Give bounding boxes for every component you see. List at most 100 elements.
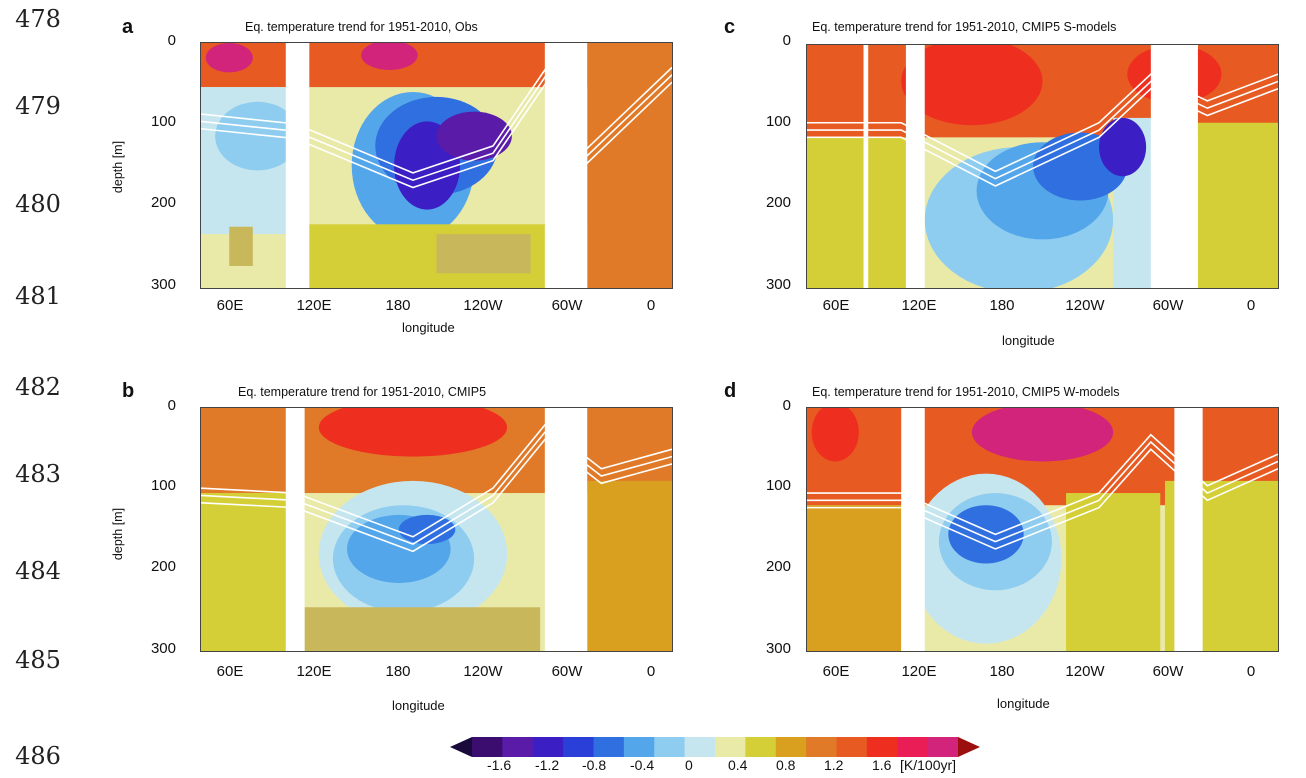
contour-region bbox=[285, 43, 310, 288]
colorbar-swatch bbox=[866, 737, 898, 757]
colorbar-swatch bbox=[563, 737, 594, 757]
x-tick: 120E bbox=[901, 663, 937, 680]
y-tick: 300 bbox=[765, 276, 791, 293]
isotherm-line bbox=[201, 438, 672, 553]
contour-region bbox=[436, 234, 531, 274]
contour-region bbox=[318, 408, 508, 457]
x-tick: 60E bbox=[822, 663, 850, 680]
y-tick: 100 bbox=[765, 113, 791, 130]
contour-region bbox=[901, 408, 925, 651]
contour-region bbox=[905, 45, 925, 288]
isotherm-line bbox=[201, 81, 672, 189]
x-axis-label: longitude bbox=[997, 696, 1050, 711]
heatmap-canvas bbox=[807, 408, 1278, 651]
contour-region bbox=[587, 43, 672, 288]
y-tick: 0 bbox=[167, 397, 176, 414]
heatmap-plot bbox=[806, 44, 1279, 289]
y-tick: 100 bbox=[765, 477, 791, 494]
line-number: 479 bbox=[15, 92, 61, 120]
colorbar-swatch bbox=[623, 737, 655, 757]
colorbar-tick: -1.2 bbox=[535, 757, 560, 773]
y-tick: 200 bbox=[150, 558, 176, 575]
contour-region bbox=[544, 43, 588, 288]
heatmap-plot bbox=[806, 407, 1279, 652]
panel-title: Eq. temperature trend for 1951-2010, CMI… bbox=[812, 385, 1120, 399]
colorbar-swatch bbox=[836, 737, 868, 757]
colorbar-tick: -0.4 bbox=[630, 757, 655, 773]
isotherm-line bbox=[807, 440, 1278, 543]
x-axis-label: longitude bbox=[402, 320, 455, 335]
x-tick: 60W bbox=[551, 297, 583, 314]
y-tick: 200 bbox=[765, 194, 791, 211]
y-tick: 100 bbox=[150, 113, 176, 130]
panel-letter: a bbox=[122, 16, 134, 38]
isotherm-line bbox=[201, 423, 672, 538]
colorbar-swatch bbox=[654, 737, 686, 757]
x-tick: 180 bbox=[989, 663, 1015, 680]
panel-letter: d bbox=[724, 380, 737, 402]
panel-letter: c bbox=[724, 16, 736, 38]
x-tick: 0 bbox=[646, 297, 656, 314]
line-number: 483 bbox=[15, 460, 61, 488]
x-tick: 120W bbox=[1065, 297, 1105, 314]
colorbar-unit: [K/100yr] bbox=[900, 757, 957, 773]
line-number: 480 bbox=[15, 190, 61, 218]
colorbar-swatch bbox=[532, 737, 564, 757]
x-tick: 60E bbox=[822, 297, 850, 314]
colorbar-swatch bbox=[806, 737, 837, 757]
colorbar-arrow-left bbox=[450, 737, 472, 757]
x-tick: 60W bbox=[1152, 663, 1184, 680]
line-number: 485 bbox=[15, 646, 61, 674]
colorbar-swatch bbox=[684, 737, 716, 757]
line-number: 482 bbox=[15, 373, 61, 401]
contour-region bbox=[1066, 493, 1161, 651]
colorbar-swatch bbox=[897, 737, 929, 757]
y-tick: 200 bbox=[150, 194, 176, 211]
y-tick: 100 bbox=[150, 477, 176, 494]
contour-region bbox=[304, 607, 541, 651]
contour-region bbox=[398, 514, 456, 545]
contour-region bbox=[215, 101, 300, 171]
x-tick: 60E bbox=[216, 297, 244, 314]
x-tick: 60W bbox=[1152, 297, 1184, 314]
isotherm-line bbox=[201, 74, 672, 182]
contour-region bbox=[1150, 45, 1198, 288]
y-axis-label: depth [m] bbox=[111, 507, 125, 561]
isotherm-line bbox=[807, 80, 1278, 180]
contour-region bbox=[901, 45, 1043, 126]
contour-region bbox=[1099, 117, 1147, 177]
colorbar-swatch bbox=[927, 737, 959, 757]
heatmap-canvas bbox=[201, 408, 672, 651]
y-tick: 300 bbox=[150, 640, 176, 657]
isotherm-line bbox=[807, 448, 1278, 550]
colorbar-arrow-right bbox=[958, 737, 980, 757]
colorbar-swatch bbox=[472, 737, 503, 757]
line-number: 481 bbox=[15, 282, 61, 310]
colorbar-swatch bbox=[502, 737, 534, 757]
contour-region bbox=[205, 43, 253, 73]
y-tick: 0 bbox=[167, 32, 176, 49]
contour-region bbox=[811, 408, 859, 462]
contour-region bbox=[971, 408, 1114, 462]
panel-letter: b bbox=[122, 380, 135, 402]
panel-title: Eq. temperature trend for 1951-2010, Obs bbox=[245, 20, 478, 34]
contour-region bbox=[1197, 122, 1278, 288]
x-tick: 120W bbox=[463, 297, 503, 314]
isotherm-line bbox=[807, 87, 1278, 187]
colorbar-swatch bbox=[715, 737, 746, 757]
heatmap-canvas bbox=[201, 43, 672, 288]
isotherm-line bbox=[201, 66, 672, 174]
colorbar-swatches bbox=[450, 737, 980, 757]
colorbar-swatch bbox=[745, 737, 777, 757]
isotherm-line bbox=[807, 73, 1278, 173]
x-tick: 120E bbox=[901, 297, 937, 314]
contour-region bbox=[807, 505, 902, 651]
contour-region bbox=[229, 226, 253, 266]
isotherm-line bbox=[807, 433, 1278, 536]
x-tick: 180 bbox=[385, 663, 411, 680]
contour-region bbox=[285, 408, 305, 651]
contour-region bbox=[361, 43, 418, 70]
x-tick: 60E bbox=[216, 663, 244, 680]
colorbar bbox=[450, 736, 980, 758]
y-tick: 0 bbox=[782, 32, 791, 49]
